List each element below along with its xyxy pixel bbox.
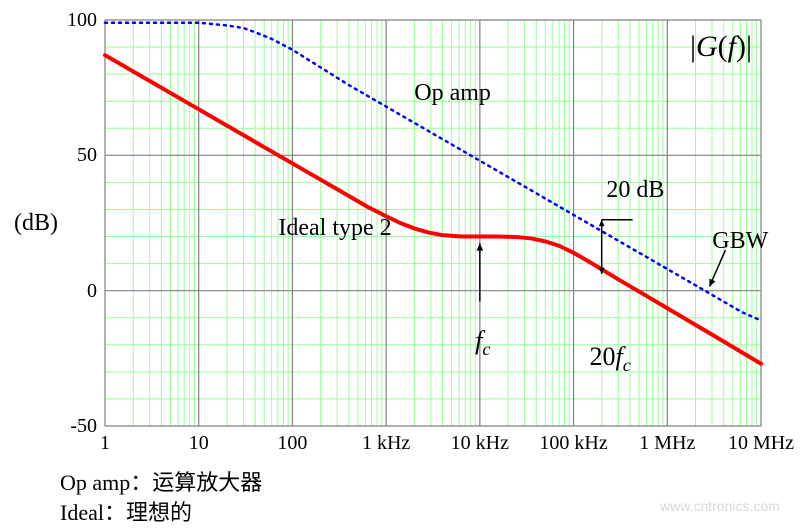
y-tick-50: 50 [77,144,97,167]
annot-20fc: 20fc [590,342,631,376]
x-tick-2: 100 [277,432,307,455]
footer-ideal: Ideal：理想的 [60,495,192,527]
annot-fc: fc [475,326,490,360]
x-tick-1: 10 [189,432,209,455]
annot-20db: 20 dB [606,177,664,204]
y-tick-100: 100 [67,9,97,32]
label-opamp: Op amp [414,80,491,107]
x-tick-4: 10 kHz [451,432,509,455]
x-tick-5: 100 kHz [539,432,607,455]
title-Gf: |G(f)| [690,30,752,64]
x-tick-7: 10 MHz [728,432,794,455]
label-ideal: Ideal type 2 [278,215,391,242]
chart-container: (dB) Op amp：运算放大器 Ideal：理想的 www.cntronic… [0,0,800,529]
y-tick--50: -50 [70,415,97,438]
annot-gbw: GBW [712,228,768,255]
x-tick-0: 1 [100,432,110,455]
x-tick-3: 1 kHz [362,432,410,455]
footer-opamp: Op amp：运算放大器 [60,465,262,497]
y-axis-label: (dB) [14,210,58,237]
x-tick-6: 1 MHz [639,432,695,455]
watermark: www.cntronics.com [660,498,780,514]
y-tick-0: 0 [87,280,97,303]
